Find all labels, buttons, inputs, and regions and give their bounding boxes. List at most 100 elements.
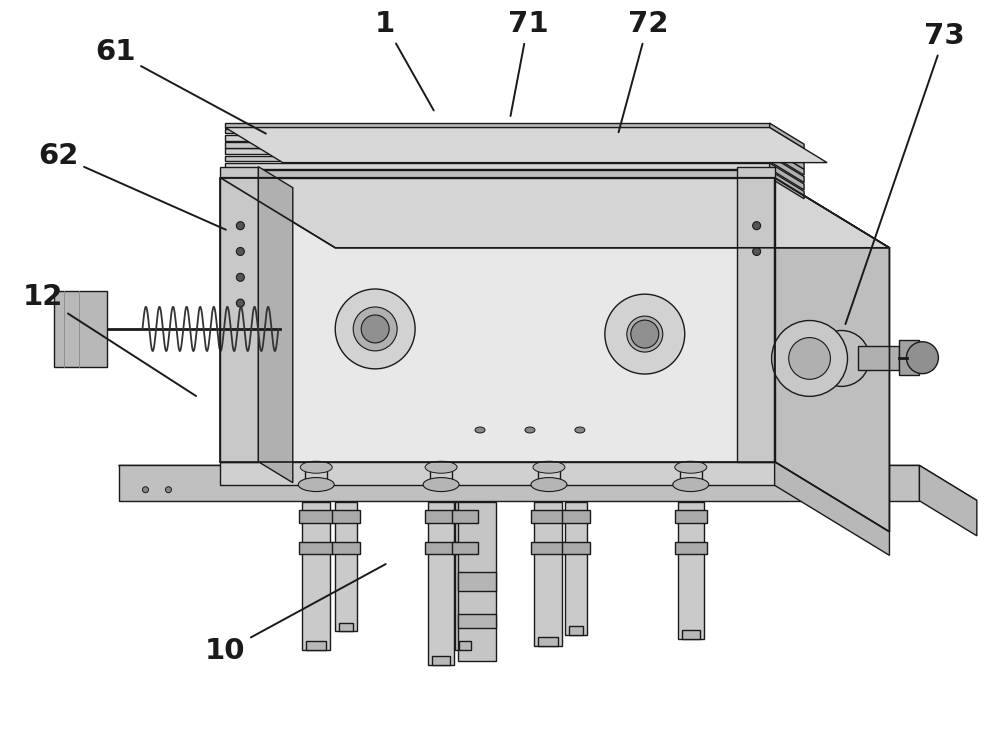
Circle shape xyxy=(236,222,244,230)
Polygon shape xyxy=(225,163,770,169)
Polygon shape xyxy=(258,167,293,483)
Polygon shape xyxy=(225,128,827,163)
Circle shape xyxy=(236,273,244,282)
Ellipse shape xyxy=(533,461,565,473)
Polygon shape xyxy=(562,510,590,523)
Ellipse shape xyxy=(772,321,848,396)
Circle shape xyxy=(165,487,171,493)
Polygon shape xyxy=(770,123,804,149)
Polygon shape xyxy=(225,143,770,149)
Polygon shape xyxy=(775,177,889,532)
Text: 61: 61 xyxy=(95,38,266,134)
Ellipse shape xyxy=(531,477,567,491)
Circle shape xyxy=(236,299,244,307)
Polygon shape xyxy=(299,510,333,523)
Ellipse shape xyxy=(627,316,663,352)
Ellipse shape xyxy=(335,289,415,369)
Ellipse shape xyxy=(353,307,397,351)
Ellipse shape xyxy=(906,341,938,374)
Polygon shape xyxy=(452,542,478,554)
Ellipse shape xyxy=(814,330,869,386)
Polygon shape xyxy=(332,510,360,523)
Polygon shape xyxy=(569,626,583,635)
Circle shape xyxy=(236,248,244,256)
Polygon shape xyxy=(770,143,804,169)
Ellipse shape xyxy=(361,315,389,343)
Polygon shape xyxy=(538,462,560,488)
Ellipse shape xyxy=(298,477,334,491)
Polygon shape xyxy=(225,123,770,128)
Polygon shape xyxy=(220,177,775,462)
Polygon shape xyxy=(306,641,326,650)
Ellipse shape xyxy=(423,477,459,491)
Polygon shape xyxy=(919,466,977,536)
Polygon shape xyxy=(680,462,702,488)
Text: 71: 71 xyxy=(508,10,548,116)
Polygon shape xyxy=(562,542,590,554)
Text: 1: 1 xyxy=(375,10,434,110)
Polygon shape xyxy=(432,655,450,664)
Polygon shape xyxy=(770,163,804,190)
Polygon shape xyxy=(225,156,770,162)
Polygon shape xyxy=(305,462,327,488)
Circle shape xyxy=(753,248,761,256)
Polygon shape xyxy=(458,572,496,590)
Polygon shape xyxy=(225,135,770,141)
Polygon shape xyxy=(425,542,457,554)
Text: 12: 12 xyxy=(22,283,196,396)
Ellipse shape xyxy=(300,461,332,473)
Polygon shape xyxy=(119,466,919,501)
Polygon shape xyxy=(458,614,496,627)
Polygon shape xyxy=(459,641,471,650)
Polygon shape xyxy=(220,167,258,462)
Text: 72: 72 xyxy=(619,10,668,132)
Polygon shape xyxy=(682,630,700,638)
Ellipse shape xyxy=(789,338,830,379)
Polygon shape xyxy=(565,503,587,635)
Polygon shape xyxy=(430,462,452,488)
Polygon shape xyxy=(737,167,775,462)
Polygon shape xyxy=(220,177,889,248)
Ellipse shape xyxy=(425,461,457,473)
Polygon shape xyxy=(770,149,804,175)
Ellipse shape xyxy=(675,461,707,473)
Polygon shape xyxy=(675,510,707,523)
Polygon shape xyxy=(428,503,454,664)
Polygon shape xyxy=(299,542,333,554)
Ellipse shape xyxy=(631,320,659,348)
Polygon shape xyxy=(678,503,704,638)
Polygon shape xyxy=(339,622,353,631)
Polygon shape xyxy=(452,510,478,523)
Polygon shape xyxy=(770,135,804,162)
Polygon shape xyxy=(119,466,977,500)
Polygon shape xyxy=(225,149,770,154)
Text: 10: 10 xyxy=(205,564,386,665)
Ellipse shape xyxy=(575,427,585,433)
Ellipse shape xyxy=(475,427,485,433)
Polygon shape xyxy=(332,542,360,554)
Polygon shape xyxy=(534,503,562,646)
Polygon shape xyxy=(335,503,357,631)
Polygon shape xyxy=(220,462,775,486)
Polygon shape xyxy=(899,340,919,375)
Circle shape xyxy=(142,487,148,493)
Polygon shape xyxy=(775,462,889,556)
Polygon shape xyxy=(458,503,496,661)
Polygon shape xyxy=(858,346,899,370)
Polygon shape xyxy=(770,171,804,199)
Polygon shape xyxy=(675,542,707,554)
Polygon shape xyxy=(225,171,770,177)
Polygon shape xyxy=(538,637,558,646)
Polygon shape xyxy=(425,510,457,523)
Polygon shape xyxy=(54,290,107,367)
Circle shape xyxy=(753,222,761,230)
Ellipse shape xyxy=(525,427,535,433)
Ellipse shape xyxy=(673,477,709,491)
Polygon shape xyxy=(770,156,804,183)
Text: 62: 62 xyxy=(38,142,226,230)
Polygon shape xyxy=(225,129,770,134)
Polygon shape xyxy=(302,503,330,650)
Polygon shape xyxy=(531,510,565,523)
Polygon shape xyxy=(770,129,804,154)
Polygon shape xyxy=(531,542,565,554)
